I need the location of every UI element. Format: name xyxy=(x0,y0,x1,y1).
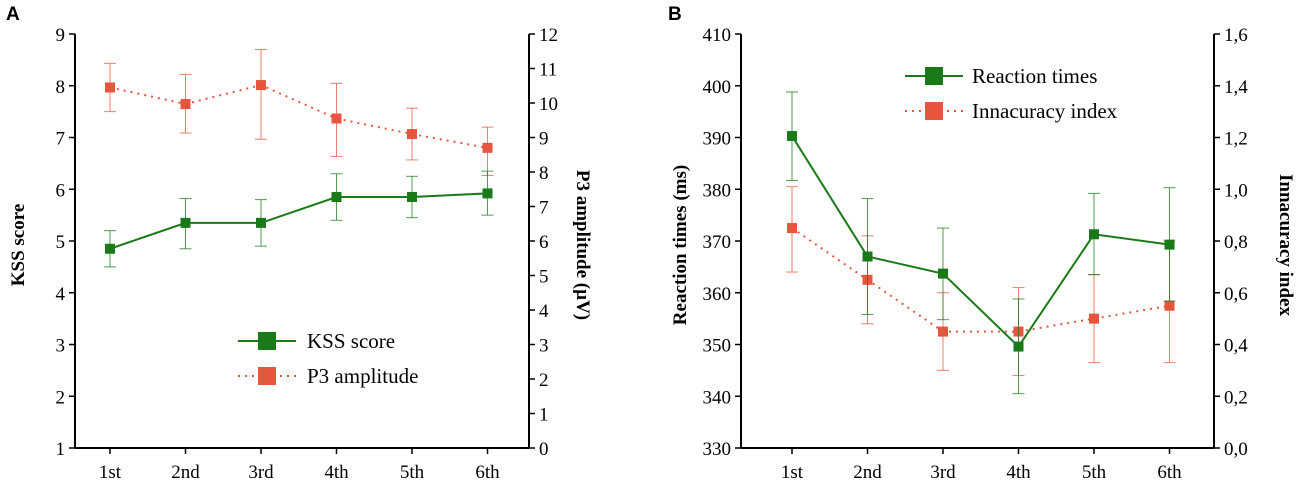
legend-label-rt: Reaction times xyxy=(972,64,1097,88)
data-point xyxy=(180,99,191,110)
data-point xyxy=(1164,300,1175,311)
data-point xyxy=(105,243,115,254)
right-tick-label: 11 xyxy=(539,60,557,81)
right-tick-label: 8 xyxy=(539,163,549,184)
data-point xyxy=(407,129,417,140)
data-point xyxy=(1089,313,1099,324)
x-tick-label: 5th xyxy=(1082,462,1107,483)
left-axis-title: KSS score xyxy=(8,204,29,287)
legend-marker-ii xyxy=(925,102,943,120)
legend-marker-kss xyxy=(258,332,276,350)
panel-b-letter: B xyxy=(668,4,682,25)
data-point xyxy=(938,326,948,337)
data-point xyxy=(407,192,417,203)
right-tick-label: 2 xyxy=(539,370,549,391)
data-point xyxy=(331,192,342,203)
panel-a-letter: A xyxy=(6,4,20,25)
x-tick-label: 3rd xyxy=(930,462,956,483)
right-tick-label: 10 xyxy=(539,94,558,115)
x-tick-label: 1st xyxy=(99,462,122,483)
x-tick-label: 5th xyxy=(400,462,425,483)
right-tick-label: 0,2 xyxy=(1224,387,1248,408)
data-point xyxy=(482,188,493,199)
data-point xyxy=(331,113,342,124)
legend: KSS score P3 amplitude xyxy=(238,329,418,388)
right-tick-label: 5 xyxy=(539,267,549,288)
data-point xyxy=(1164,239,1175,250)
right-tick-label: 0,6 xyxy=(1224,284,1248,305)
right-axis-title: Innacuracy index xyxy=(1275,174,1296,316)
left-tick-label: 360 xyxy=(703,284,732,305)
right-tick-label: 9 xyxy=(539,129,549,150)
left-tick-label: 340 xyxy=(703,387,732,408)
left-tick-label: 4 xyxy=(56,284,66,305)
x-tick-label: 2nd xyxy=(171,462,200,483)
left-tick-label: 7 xyxy=(56,129,66,150)
series-line xyxy=(109,192,488,250)
x-tick-label: 6th xyxy=(1157,462,1182,483)
x-tick-label: 6th xyxy=(475,462,500,483)
data-point xyxy=(180,217,191,228)
data-point xyxy=(482,142,493,153)
right-tick-label: 3 xyxy=(539,336,549,357)
data-point xyxy=(1013,341,1024,352)
left-tick-label: 2 xyxy=(56,387,66,408)
right-tick-label: 7 xyxy=(539,198,549,219)
left-tick-label: 370 xyxy=(703,232,732,253)
legend: Reaction times Innacuracy index xyxy=(905,64,1118,123)
left-tick-label: 330 xyxy=(703,439,732,460)
right-tick-label: 0,0 xyxy=(1224,439,1248,460)
right-tick-label: 0,8 xyxy=(1224,232,1248,253)
right-tick-label: 1 xyxy=(539,405,549,426)
left-tick-label: 390 xyxy=(703,129,732,150)
left-tick-label: 8 xyxy=(56,77,66,98)
right-axis-title: P3 amplitude (µV) xyxy=(572,170,593,320)
legend-label-kss: KSS score xyxy=(307,329,395,353)
right-tick-label: 12 xyxy=(539,25,558,46)
legend-marker-rt xyxy=(925,67,943,85)
series-line xyxy=(109,84,488,149)
data-point xyxy=(1089,229,1099,240)
left-tick-label: 410 xyxy=(703,25,732,46)
data-point xyxy=(787,130,797,141)
x-tick-label: 1st xyxy=(781,462,804,483)
right-tick-label: 4 xyxy=(539,301,549,322)
right-tick-label: 1,0 xyxy=(1224,180,1248,201)
right-tick-label: 1,2 xyxy=(1224,129,1248,150)
legend-label-ii: Innacuracy index xyxy=(972,99,1118,123)
legend-label-p3: P3 amplitude xyxy=(307,364,418,388)
right-tick-label: 1,4 xyxy=(1224,77,1248,98)
series-line xyxy=(791,135,1170,349)
data-point xyxy=(787,223,797,234)
x-tick-label: 3rd xyxy=(248,462,274,483)
left-tick-label: 350 xyxy=(703,336,732,357)
data-point xyxy=(256,80,266,91)
left-tick-label: 6 xyxy=(56,180,66,201)
left-tick-label: 1 xyxy=(56,439,66,460)
x-tick-label: 2nd xyxy=(853,462,882,483)
left-tick-label: 5 xyxy=(56,232,66,253)
x-tick-label: 4th xyxy=(1006,462,1031,483)
panel-b: B 330 340 350 360 370 380 390 400 410 0,0 0,2 0,4 0… xyxy=(668,4,1296,483)
right-tick-label: 1,6 xyxy=(1224,25,1248,46)
data-point xyxy=(862,251,873,262)
legend-marker-p3 xyxy=(258,367,276,385)
left-axis-title: Reaction times (ms) xyxy=(670,165,691,325)
left-tick-label: 380 xyxy=(703,180,732,201)
right-tick-label: 0,4 xyxy=(1224,336,1248,357)
data-point xyxy=(256,217,266,228)
left-tick-label: 9 xyxy=(56,25,66,46)
series-line xyxy=(791,227,1170,333)
right-tick-label: 0 xyxy=(539,439,549,460)
left-tick-label: 3 xyxy=(56,336,66,357)
data-point xyxy=(105,82,115,93)
x-tick-label: 4th xyxy=(324,462,349,483)
data-point xyxy=(938,268,948,279)
left-tick-label: 400 xyxy=(703,77,732,98)
right-tick-label: 6 xyxy=(539,232,549,253)
